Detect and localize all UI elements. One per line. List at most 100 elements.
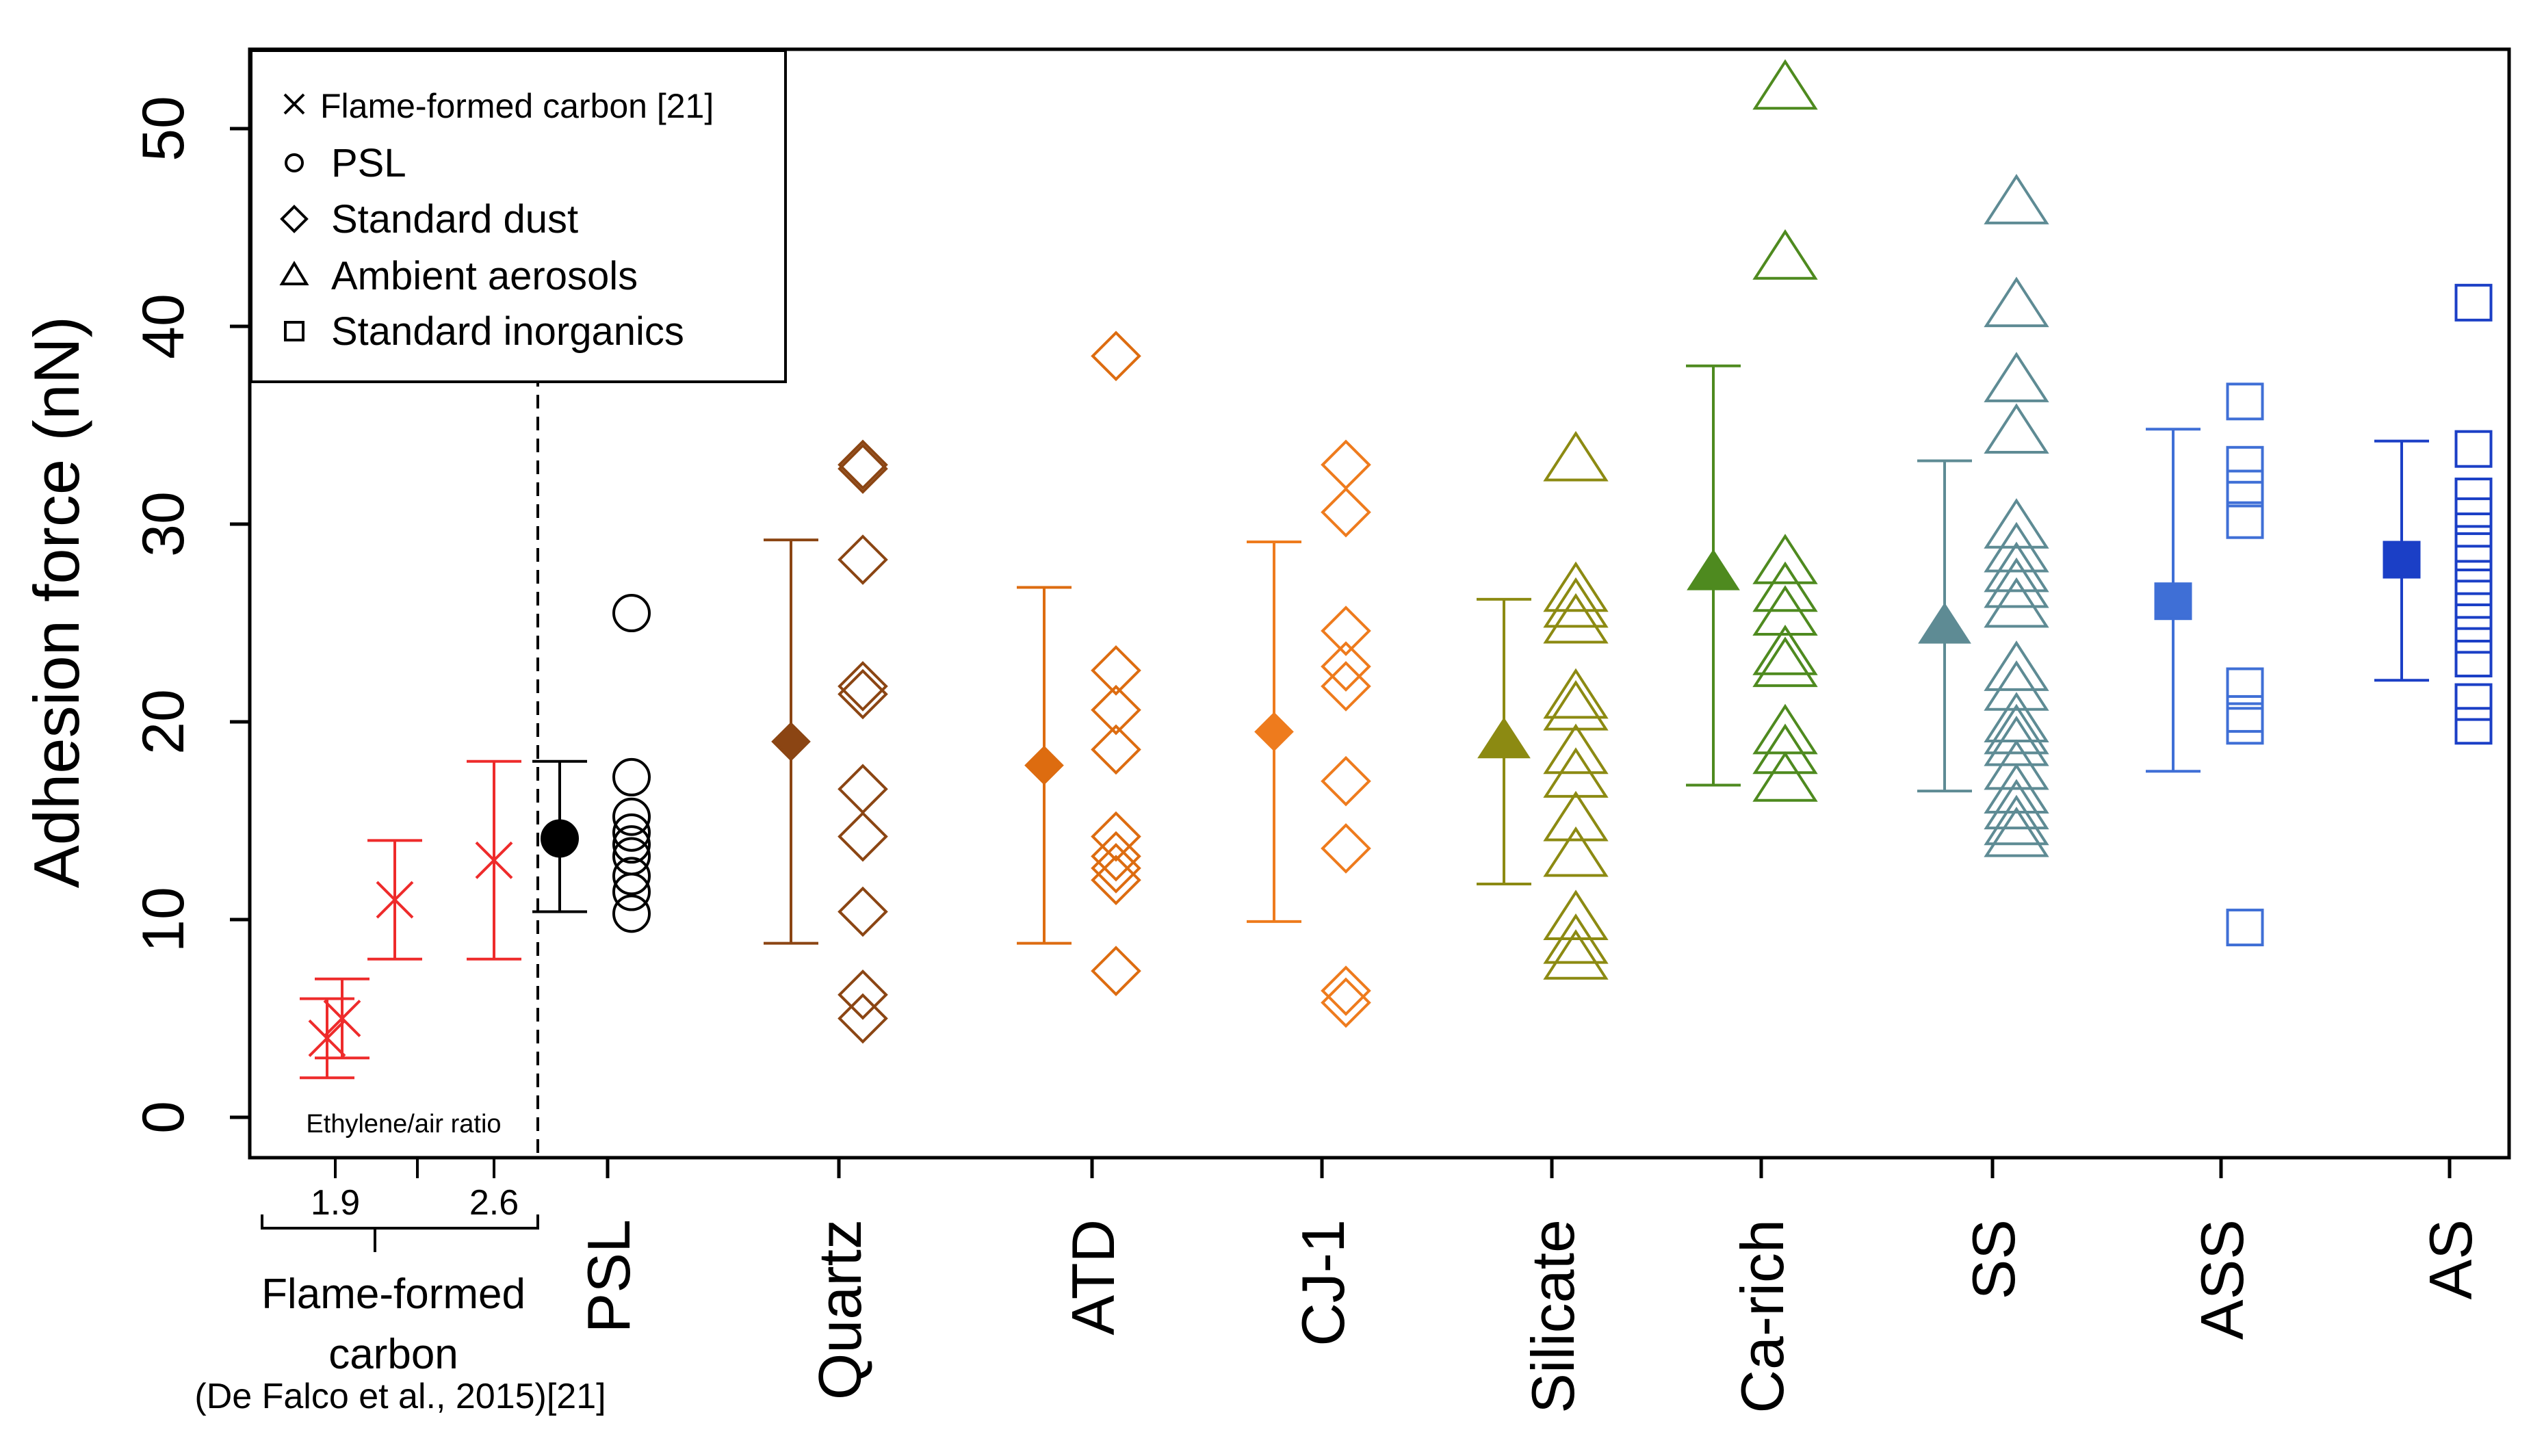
data-point: [1543, 929, 1609, 980]
data-point: [838, 969, 888, 1020]
flame-citation: (De Falco et al., 2015)[21]: [194, 1377, 606, 1416]
data-point: [1984, 174, 2049, 224]
data-point: [1543, 561, 1609, 612]
data-point: [2226, 909, 2264, 947]
data-point: [1543, 790, 1609, 842]
data-point: [1752, 229, 1818, 280]
data-point: [1543, 679, 1609, 731]
data-point: [838, 993, 888, 1044]
flame-cross-point: [475, 841, 513, 879]
data-point: [2454, 497, 2493, 535]
data-point: [1984, 806, 2049, 857]
flame-cross-point: [376, 881, 414, 919]
data-point: [1091, 946, 1141, 996]
data-point: [1984, 403, 2049, 454]
data-point: [2454, 430, 2493, 468]
mean-point: [1687, 549, 1740, 590]
x-tick-label: CJ-1: [1289, 1219, 1357, 1347]
y-tick-label: 40: [131, 294, 196, 359]
data-point: [2226, 382, 2264, 421]
data-point: [1091, 684, 1141, 736]
data-point: [1984, 794, 2049, 846]
flame-cross-point: [323, 1000, 361, 1037]
data-point: [1752, 59, 1818, 110]
mean-point: [771, 722, 811, 762]
flame-cross-point: [308, 1019, 346, 1057]
x-tick-label: SS: [1960, 1219, 2027, 1299]
data-point: [1984, 276, 2049, 328]
y-tick-label: 20: [131, 689, 196, 755]
data-point: [2226, 707, 2264, 745]
mean-point: [2383, 541, 2421, 579]
flame-tick-label: 2.6: [469, 1183, 519, 1223]
data-point: [2454, 592, 2493, 630]
data-point: [1543, 593, 1609, 644]
data-point: [2226, 445, 2264, 484]
data-point: [612, 872, 651, 911]
data-point: [2454, 640, 2493, 678]
legend-box: [250, 49, 787, 383]
mean-point: [1024, 745, 1064, 785]
data-point: [838, 534, 888, 585]
data-point: [1321, 486, 1371, 538]
x-tick-label: AS: [2417, 1219, 2484, 1299]
data-point: [1543, 430, 1609, 482]
y-tick-label: 50: [131, 96, 196, 161]
data-marks: [300, 59, 2493, 1080]
data-point: [1984, 352, 2049, 402]
data-point: [1984, 498, 2049, 549]
data-point: [1984, 577, 2049, 628]
data-point: [612, 797, 651, 836]
legend-marker-circle: [285, 153, 304, 172]
data-point: [2454, 525, 2493, 563]
legend-label: Flame-formed carbon [21]: [320, 87, 714, 125]
y-tick-label: 30: [131, 491, 196, 557]
data-point: [838, 439, 888, 491]
data-point: [1543, 668, 1609, 719]
y-axis-label: Adhesion force (nN): [21, 316, 92, 888]
data-point: [2226, 667, 2264, 705]
data-point: [1543, 723, 1609, 775]
y-tick-label: 10: [131, 887, 196, 952]
x-tick-label: ASS: [2188, 1219, 2256, 1340]
data-point: [1321, 823, 1371, 874]
data-point: [1752, 751, 1818, 802]
data-point: [2454, 545, 2493, 583]
data-point: [612, 857, 651, 896]
data-point: [838, 886, 888, 937]
legend-marker-triangle: [279, 261, 309, 285]
legend-label: PSL: [331, 141, 406, 185]
data-point: [1984, 703, 2049, 755]
data-point: [1984, 521, 2049, 573]
x-tick-label: ATD: [1059, 1219, 1127, 1335]
data-point: [1543, 747, 1609, 798]
data-point: [1752, 723, 1818, 775]
data-point: [1321, 641, 1371, 692]
flame-tick-label: 1.9: [311, 1183, 360, 1223]
data-point: [612, 757, 651, 796]
data-point: [1091, 843, 1141, 894]
legend-marker-cross: [283, 93, 305, 115]
data-point: [1321, 661, 1371, 712]
data-point: [1543, 577, 1609, 628]
data-point: [1984, 763, 2049, 814]
mean-point: [1254, 712, 1294, 752]
data-point: [1543, 826, 1609, 877]
data-point: [1984, 739, 2049, 790]
data-point: [612, 894, 651, 933]
x-axis: PSL Quartz ATD CJ-1 Silicate Ca-rich SS ASS AS 1.…: [311, 1158, 2484, 1414]
data-point: [838, 443, 888, 494]
data-point: [1091, 855, 1141, 906]
legend-marker-diamond: [280, 205, 309, 233]
data-point: [1321, 965, 1371, 1016]
x-tick-label: Silicate: [1519, 1219, 1587, 1414]
data-point: [1321, 977, 1371, 1028]
x-tick-label: Quartz: [806, 1219, 874, 1400]
flame-subtitle: Ethylene/air ratio: [306, 1110, 501, 1139]
x-tick-label: Ca-rich: [1728, 1219, 1796, 1414]
data-point: [1091, 724, 1141, 775]
y-tick-label: 0: [131, 1101, 196, 1134]
data-point: [1091, 645, 1141, 696]
data-point: [1091, 831, 1141, 882]
mean-point: [1477, 717, 1531, 759]
